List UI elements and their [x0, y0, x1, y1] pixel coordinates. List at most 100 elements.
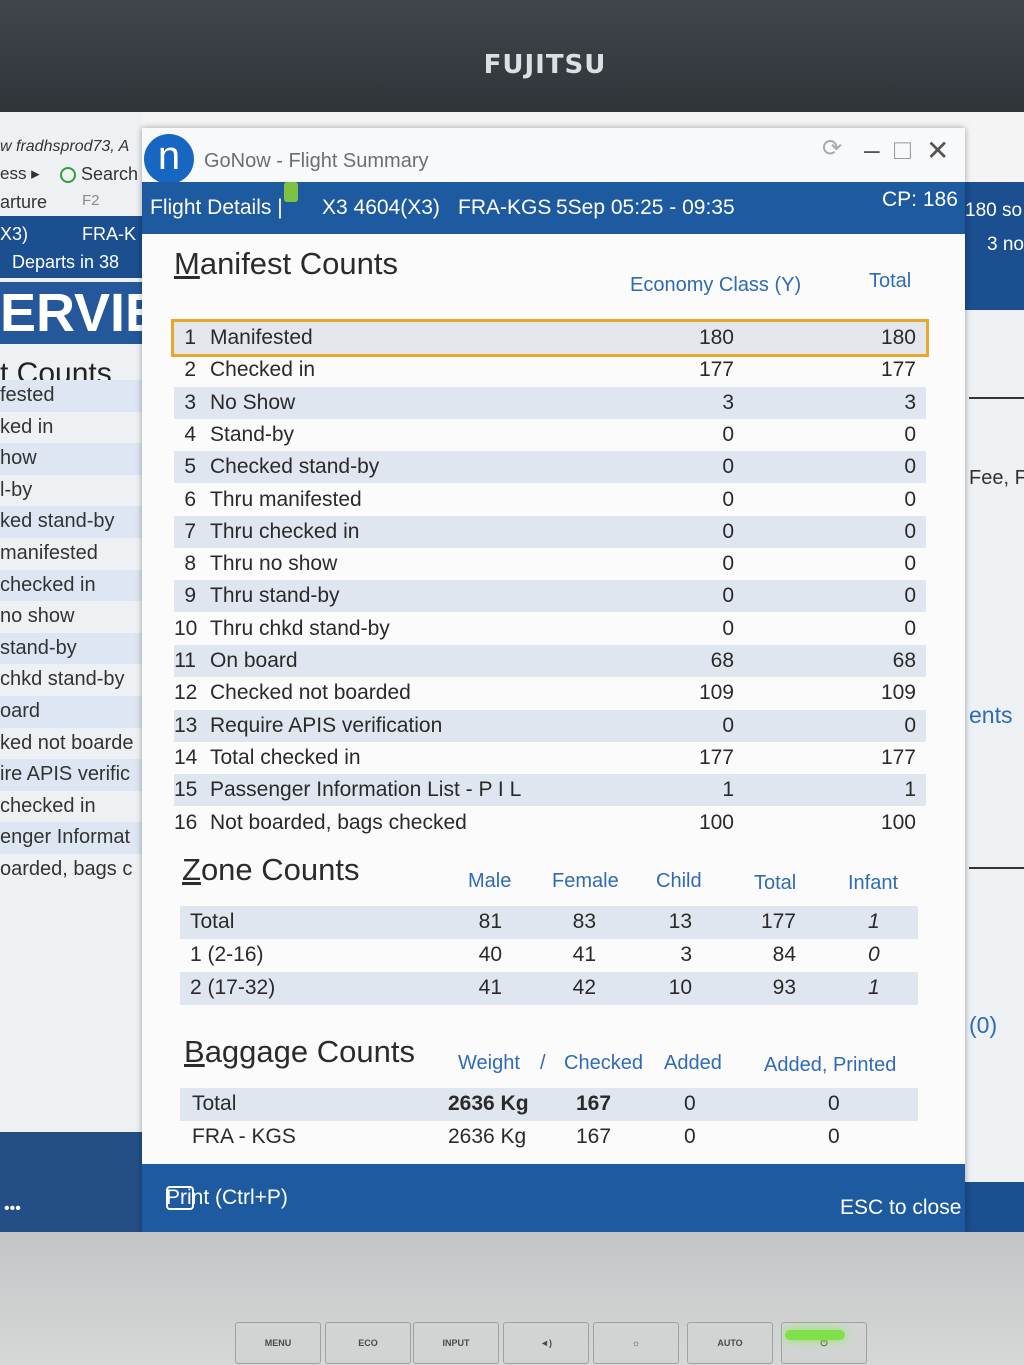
search-status-icon	[60, 167, 76, 184]
zone-infant: 1	[868, 976, 880, 999]
list-item: ked stand-by	[0, 506, 142, 538]
manifest-row[interactable]: 10 Thru chkd stand-by 0 0	[174, 613, 926, 645]
bg-user-label: w fradhsprod73, A	[0, 138, 130, 155]
economy-value: 68	[710, 649, 734, 672]
economy-value: 0	[722, 519, 734, 543]
refresh-icon[interactable]: ⟳	[822, 135, 843, 162]
print-label: Print (Ctrl+P)	[166, 1186, 288, 1209]
column-header-separator: /	[540, 1052, 546, 1074]
manifest-row[interactable]: 12 Checked not boarded 109 109	[174, 677, 926, 709]
manifest-row[interactable]: 2 Checked in 177 177	[174, 354, 926, 386]
row-label: Thru chkd stand-by	[210, 616, 390, 640]
row-number: 10	[174, 616, 198, 640]
bg-menu-item[interactable]: ess ▸	[0, 164, 40, 183]
bg-key-hint: F2	[82, 192, 100, 209]
esc-close-hint[interactable]: ESC to close	[840, 1196, 962, 1219]
list-item: checked in	[0, 569, 142, 602]
manifest-row[interactable]: 14 Total checked in 177 177	[174, 742, 926, 774]
baggage-label: FRA - KGS	[192, 1125, 296, 1148]
zone-male: 41	[478, 976, 502, 999]
column-header-female: Female	[552, 870, 619, 892]
row-number: 3	[184, 390, 196, 414]
list-item: chkd stand-by	[0, 668, 125, 691]
zone-label: 2 (17-32)	[190, 976, 276, 999]
baggage-label: Total	[192, 1092, 237, 1115]
monitor-input-button[interactable]: INPUT	[413, 1322, 499, 1364]
close-button[interactable]: ✕	[926, 135, 950, 166]
list-item: checked in	[0, 794, 96, 817]
screen: w fradhsprod73, A ess ▸ Search arture F2…	[0, 112, 1024, 1232]
baggage-added-printed: 0	[828, 1125, 840, 1148]
manifest-row[interactable]: 3 No Show 3 3	[174, 386, 926, 419]
row-number: 5	[184, 455, 196, 479]
bg-departs-in: Departs in 38	[12, 252, 120, 272]
zone-female: 42	[572, 976, 596, 999]
zone-infant: 1	[868, 910, 880, 933]
bg-right-link[interactable]: ents	[969, 702, 1013, 728]
bg-search-button[interactable]: Search	[60, 164, 138, 185]
total-value: 0	[904, 713, 916, 737]
column-header-weight: Weight	[458, 1052, 520, 1074]
economy-value: 177	[698, 358, 734, 382]
row-label: No Show	[210, 390, 296, 414]
manifest-row[interactable]: 11 On board 68 68	[174, 645, 926, 677]
divider	[969, 867, 1024, 869]
monitor-volume-button[interactable]: ◄)	[503, 1322, 589, 1364]
total-value: 1	[904, 778, 916, 802]
zone-child: 13	[668, 910, 692, 933]
manifest-row[interactable]: 15 Passenger Information List - P I L 1 1	[174, 774, 926, 807]
monitor-eco-button[interactable]: ECO	[325, 1322, 411, 1364]
zone-row: Total 81 83 13 177 1	[180, 906, 918, 939]
total-value: 0	[904, 487, 916, 511]
list-item: stand-by	[0, 632, 142, 665]
manifest-row[interactable]: 8 Thru no show 0 0	[174, 548, 926, 580]
row-label: Not boarded, bags checked	[210, 810, 467, 834]
monitor-power-button[interactable]: ⏻	[781, 1322, 867, 1364]
minimize-button[interactable]: –	[864, 134, 880, 165]
monitor-menu-button[interactable]: MENU	[235, 1322, 321, 1364]
column-header-male: Male	[468, 870, 512, 892]
bg-right-header: 180 so 3 no	[965, 182, 1024, 310]
manifest-row[interactable]: 7 Thru checked in 0 0	[174, 515, 926, 548]
column-header-added: Added	[664, 1052, 722, 1074]
economy-value: 0	[722, 713, 734, 737]
monitor-button-row: MENU ECO INPUT ◄) ☼ AUTO ⏻	[235, 1322, 867, 1365]
zone-female: 83	[572, 910, 596, 933]
power-led	[785, 1330, 845, 1340]
economy-value: 100	[698, 810, 734, 834]
economy-value: 109	[698, 681, 734, 705]
zone-total: 177	[760, 910, 796, 933]
bg-service-heading: ERVIE	[0, 282, 142, 344]
bg-search-label: Search	[81, 164, 139, 184]
bg-right-noshow: 3 no	[987, 234, 1024, 255]
monitor-brightness-button[interactable]: ☼	[593, 1322, 679, 1364]
row-number: 11	[174, 649, 196, 672]
bg-counts-list: fested ked in how l-by ked stand-by mani…	[0, 380, 142, 886]
total-value: 177	[880, 358, 916, 382]
manifest-row[interactable]: 1 Manifested 180 180	[171, 319, 929, 357]
economy-value: 0	[722, 422, 734, 446]
zone-total: 93	[772, 976, 796, 999]
economy-value: 3	[722, 390, 734, 414]
row-label: Passenger Information List - P I L	[210, 778, 522, 802]
manifest-row[interactable]: 6 Thru manifested 0 0	[174, 484, 926, 516]
window-title: GoNow - Flight Summary	[204, 150, 429, 172]
column-header-economy: Economy Class (Y)	[630, 274, 802, 296]
list-item: manifested	[0, 541, 98, 564]
total-value: 0	[904, 552, 916, 576]
manifest-row[interactable]: 5 Checked stand-by 0 0	[174, 451, 926, 484]
zone-child: 10	[668, 976, 692, 999]
manifest-row[interactable]: 16 Not boarded, bags checked 100 100	[174, 807, 926, 839]
maximize-button[interactable]: □	[894, 134, 911, 165]
manifest-row[interactable]: 13 Require APIS verification 0 0	[174, 709, 926, 742]
monitor-auto-button[interactable]: AUTO	[687, 1322, 773, 1364]
bg-flight-header: X3) FRA-K Departs in 38	[0, 216, 142, 278]
bg-flight-code: X3)	[0, 224, 29, 244]
manifest-row[interactable]: 4 Stand-by 0 0	[174, 419, 926, 451]
baggage-checked: 167	[576, 1092, 612, 1115]
manifest-row[interactable]: 9 Thru stand-by 0 0	[174, 580, 926, 613]
bg-right-footer	[965, 1182, 1024, 1232]
bg-flight-route: FRA-K	[82, 224, 136, 244]
more-icon[interactable]: •••	[4, 1200, 21, 1217]
economy-value: 1	[722, 778, 734, 802]
